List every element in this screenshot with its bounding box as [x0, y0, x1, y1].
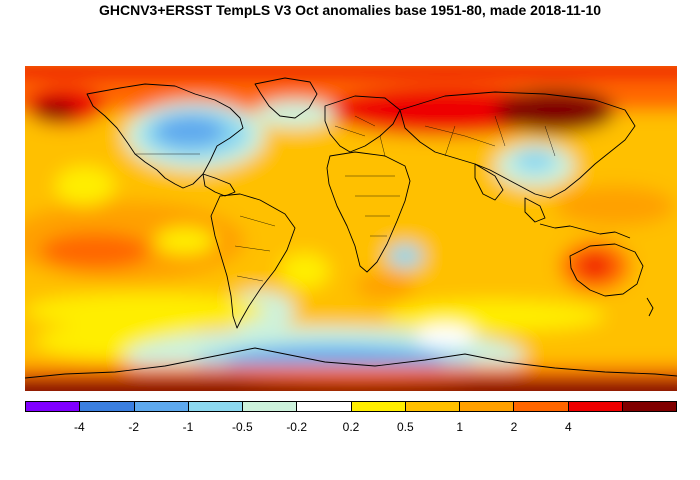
colorbar-swatch	[26, 402, 81, 411]
colorbar-swatch	[514, 402, 569, 411]
colorbar-tick-label: 2	[510, 420, 518, 434]
colorbar-tick-label: -0.2	[286, 420, 307, 434]
colorbar-tick-labels: -4 -2 -1 -0.5 -0.2 0.2 0.5 1 2 4	[25, 420, 677, 440]
colorbar	[25, 401, 677, 412]
colorbar-tick-label: -2	[128, 420, 139, 434]
colorbar-tick-label: 1	[456, 420, 463, 434]
colorbar-swatch	[405, 402, 460, 411]
country-borders	[135, 115, 556, 282]
colorbar-swatch	[297, 402, 352, 411]
colorbar-tick-label: 0.2	[342, 420, 360, 434]
colorbar-tick-label: -4	[73, 420, 85, 434]
colorbar-tick-label: 4	[564, 420, 572, 434]
coastlines	[25, 77, 677, 379]
anomaly-field	[25, 66, 677, 391]
map-title: GHCNV3+ERSST TempLS V3 Oct anomalies bas…	[98, 2, 602, 18]
colorbar-swatch	[243, 402, 298, 411]
colorbar-swatch	[351, 402, 406, 411]
colorbar-swatch	[188, 402, 243, 411]
colorbar-tick-label: -1	[182, 420, 194, 434]
colorbar-tick-label: -0.5	[231, 420, 253, 434]
colorbar-swatch	[622, 402, 676, 411]
colorbar-swatch	[568, 402, 623, 411]
anomaly-map	[25, 66, 677, 391]
colorbar-swatch	[460, 402, 515, 411]
colorbar-swatch	[80, 402, 135, 411]
colorbar-swatch	[134, 402, 189, 411]
colorbar-tick-label: 0.5	[396, 420, 414, 434]
